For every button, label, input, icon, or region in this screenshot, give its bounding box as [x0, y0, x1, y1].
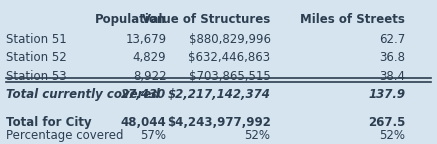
Text: Total currently covered: Total currently covered	[6, 88, 160, 101]
Text: $703,865,515: $703,865,515	[189, 70, 271, 83]
Text: 48,044: 48,044	[121, 116, 166, 129]
Text: Percentage covered: Percentage covered	[6, 129, 123, 142]
Text: 57%: 57%	[140, 129, 166, 142]
Text: 4,829: 4,829	[133, 51, 166, 64]
Text: $4,243,977,992: $4,243,977,992	[167, 116, 271, 129]
Text: Population: Population	[95, 13, 166, 26]
Text: 62.7: 62.7	[379, 33, 405, 46]
Text: Value of Structures: Value of Structures	[142, 13, 271, 26]
Text: 137.9: 137.9	[368, 88, 405, 101]
Text: Miles of Streets: Miles of Streets	[300, 13, 405, 26]
Text: Station 51: Station 51	[6, 33, 66, 46]
Text: Station 52: Station 52	[6, 51, 66, 64]
Text: $2,217,142,374: $2,217,142,374	[168, 88, 271, 101]
Text: $632,446,863: $632,446,863	[188, 51, 271, 64]
Text: 27,430: 27,430	[121, 88, 166, 101]
Text: Total for City: Total for City	[6, 116, 91, 129]
Text: 38.4: 38.4	[379, 70, 405, 83]
Text: 267.5: 267.5	[368, 116, 405, 129]
Text: 8,922: 8,922	[133, 70, 166, 83]
Text: 13,679: 13,679	[125, 33, 166, 46]
Text: Station 53: Station 53	[6, 70, 66, 83]
Text: 52%: 52%	[379, 129, 405, 142]
Text: $880,829,996: $880,829,996	[189, 33, 271, 46]
Text: 36.8: 36.8	[379, 51, 405, 64]
Text: 52%: 52%	[245, 129, 271, 142]
